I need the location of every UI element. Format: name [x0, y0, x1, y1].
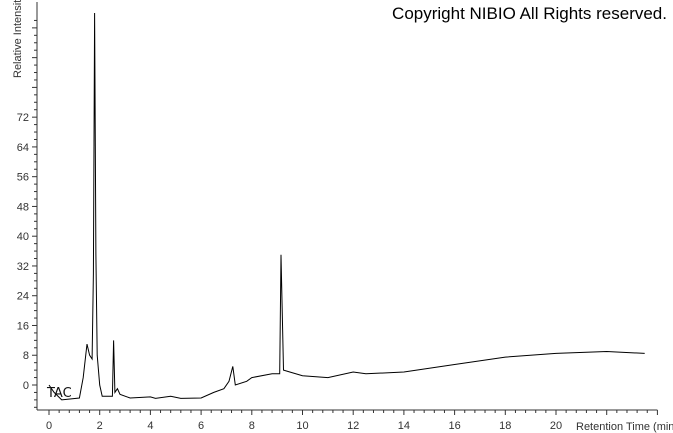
x-tick-label: 2	[97, 420, 103, 432]
y-axis-title: Relative Intensity	[12, 0, 24, 78]
trace-label: TAC	[46, 386, 72, 401]
y-tick-label: 56	[17, 172, 29, 184]
y-tick-label: 40	[17, 231, 29, 243]
x-tick-label: 14	[398, 420, 410, 432]
x-tick-label: 8	[249, 420, 255, 432]
y-tick-label: 8	[23, 350, 29, 362]
x-tick-label: 12	[347, 420, 359, 432]
y-tick-label: 32	[17, 261, 29, 273]
x-axis-title: Retention Time (min)	[576, 421, 673, 433]
x-tick-label: 10	[296, 420, 308, 432]
x-tick-label: 18	[499, 420, 511, 432]
y-tick-label: 0	[23, 380, 29, 392]
y-tick-label: 24	[17, 291, 29, 303]
x-tick-label: 4	[147, 420, 153, 432]
x-tick-label: 0	[46, 420, 52, 432]
tac-trace	[48, 12, 645, 401]
y-tick-label: 16	[17, 320, 29, 332]
x-tick-label: 20	[550, 420, 562, 432]
x-tick-label: 16	[448, 420, 460, 432]
y-tick-label: 64	[17, 142, 29, 154]
y-tick-label: 48	[17, 201, 29, 213]
x-tick-label: 6	[198, 420, 204, 432]
y-tick-label: 72	[17, 112, 29, 124]
copyright-notice: Copyright NIBIO All Rights reserved.	[392, 4, 667, 23]
